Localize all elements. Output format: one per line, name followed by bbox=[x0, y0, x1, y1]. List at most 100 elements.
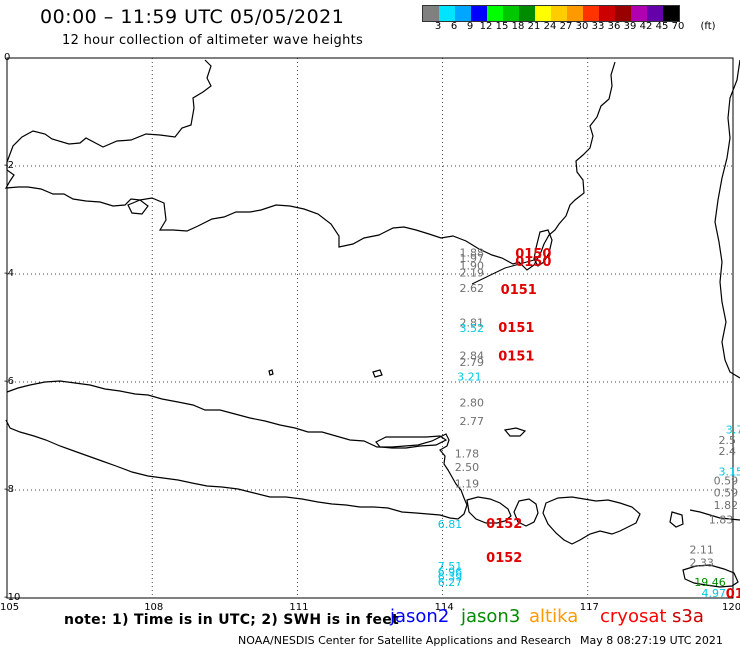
pass-time-label: 0151 bbox=[498, 349, 534, 364]
legend-label: 42 bbox=[639, 21, 653, 32]
legend-label: 6 bbox=[450, 21, 458, 32]
wave-height-label: 1.90 bbox=[460, 260, 485, 273]
wave-height-label: 2.77 bbox=[460, 415, 485, 428]
legend-label: 9 bbox=[466, 21, 474, 32]
satellite-legend-altika: altika bbox=[529, 606, 579, 627]
sumba-coastline bbox=[682, 564, 739, 588]
legend-swatch bbox=[439, 6, 455, 21]
legend-label: 30 bbox=[575, 21, 589, 32]
legend-swatch bbox=[647, 6, 663, 21]
pass-time-label: 0150 bbox=[515, 247, 551, 262]
pass-time-label: 0152 bbox=[486, 551, 522, 566]
wave-height-label: 3.52 bbox=[460, 322, 485, 335]
legend-swatch bbox=[519, 6, 535, 21]
wave-height-label: 2.11 bbox=[689, 544, 714, 557]
legend-label: 36 bbox=[607, 21, 621, 32]
legend-label: 15 bbox=[495, 21, 509, 32]
legend-swatch bbox=[599, 6, 615, 21]
legend-swatch bbox=[551, 6, 567, 21]
komodo-coastline bbox=[669, 511, 684, 528]
latitude-tick-label: -4 bbox=[4, 268, 14, 279]
kecil-island-coastline bbox=[127, 199, 149, 215]
legend-swatch bbox=[471, 6, 487, 21]
karimunjawa-island-coastline bbox=[268, 369, 274, 376]
satellite-legend-jason2: jason2 bbox=[390, 606, 450, 627]
legend-label: 18 bbox=[511, 21, 525, 32]
java-coastline bbox=[5, 380, 468, 520]
satellite-legend-jason3: jason3 bbox=[461, 606, 521, 627]
wave-height-label: 19.46 bbox=[694, 576, 726, 589]
legend-swatch bbox=[615, 6, 631, 21]
wave-height-label: 6.27 bbox=[438, 576, 463, 589]
borneo-coastline bbox=[4, 59, 616, 271]
wave-height-label: 2.62 bbox=[460, 282, 485, 295]
sumbawa-coastline bbox=[542, 496, 641, 545]
legend-label: 12 bbox=[479, 21, 493, 32]
satellite-legend-cryosat: cryosat bbox=[600, 606, 667, 627]
wave-height-label: 2.50 bbox=[455, 461, 480, 474]
bali-coastline bbox=[466, 496, 512, 524]
legend-swatch bbox=[631, 6, 647, 21]
longitude-tick-label: 120 bbox=[722, 602, 740, 613]
pass-time-label: 0152 bbox=[486, 517, 522, 532]
wave-height-label: 3.15 bbox=[718, 465, 740, 478]
pass-time-label: 0151 bbox=[498, 321, 534, 336]
latitude-tick-label: -6 bbox=[4, 376, 14, 387]
legend-label: 70 bbox=[671, 21, 685, 32]
wave-height-label: 2.79 bbox=[460, 356, 485, 369]
wave-height-label: 2.4 bbox=[718, 445, 736, 458]
longitude-tick-label: 117 bbox=[579, 602, 599, 613]
page-subtitle: 12 hour collection of altimeter wave hei… bbox=[62, 33, 364, 48]
wave-height-label: 1.97 bbox=[460, 252, 485, 265]
credit-line: NOAA/NESDIS Center for Satellite Applica… bbox=[238, 634, 572, 647]
legend-swatch bbox=[487, 6, 503, 21]
madura-coastline bbox=[375, 435, 448, 449]
map-grid bbox=[6, 57, 734, 599]
lombok-coastline bbox=[513, 498, 539, 527]
legend-swatch bbox=[503, 6, 519, 21]
wave-height-label: 2.80 bbox=[460, 396, 485, 409]
pass-time-label: 0150 bbox=[515, 255, 551, 270]
wave-height-label: 0.59 bbox=[714, 486, 739, 499]
wave-height-label: 1.82 bbox=[714, 499, 739, 512]
wave-height-label: 6.81 bbox=[438, 518, 463, 531]
legend-unit: (ft) bbox=[700, 21, 716, 32]
wave-height-label: 2.84 bbox=[460, 349, 485, 362]
legend-label: 33 bbox=[591, 21, 605, 32]
wave-height-label: 2.33 bbox=[689, 557, 714, 570]
wave-height-label: 1.78 bbox=[455, 448, 480, 461]
legend-swatch bbox=[455, 6, 471, 21]
wave-height-label: 0.59 bbox=[714, 475, 739, 488]
wave-height-label: 6.39 bbox=[438, 571, 463, 584]
wave-height-label: 3.7 bbox=[726, 423, 740, 436]
color-legend bbox=[422, 5, 680, 22]
longitude-tick-label: 111 bbox=[289, 602, 309, 613]
kangean-island-coastline bbox=[503, 427, 527, 437]
legend-label: 45 bbox=[655, 21, 669, 32]
latitude-tick-label: -8 bbox=[4, 484, 14, 495]
flores-coastline bbox=[689, 509, 740, 521]
legend-swatch bbox=[567, 6, 583, 21]
pass-time-label: 0151 bbox=[501, 283, 537, 298]
legend-swatch bbox=[423, 6, 439, 21]
legend-label: 27 bbox=[559, 21, 573, 32]
legend-label: 24 bbox=[543, 21, 557, 32]
satellite-track bbox=[471, 259, 535, 285]
wave-height-observations: 1.881.971.902.19 2.62 2.81 2.842.79 2.80 2.77… bbox=[438, 247, 740, 602]
wave-height-label: 2.81 bbox=[460, 316, 485, 329]
legend-swatch bbox=[583, 6, 599, 21]
wave-height-label: 7.51 bbox=[438, 560, 463, 573]
wave-height-label: 1.19 bbox=[455, 477, 480, 490]
coastlines bbox=[4, 59, 740, 588]
wave-height-label: 2.5 bbox=[718, 434, 736, 447]
legend-swatch bbox=[535, 6, 551, 21]
pass-time-label: 01 bbox=[726, 587, 740, 602]
latitude-tick-label: -2 bbox=[4, 160, 14, 171]
laut-island-coastline bbox=[533, 229, 553, 267]
bawean-island-coastline bbox=[372, 369, 383, 378]
wave-height-label: 6.96 bbox=[438, 565, 463, 578]
latitude-tick-label: 0 bbox=[4, 52, 11, 63]
latitude-tick-label: -10 bbox=[4, 592, 21, 603]
wave-height-label: 1.88 bbox=[460, 247, 485, 260]
